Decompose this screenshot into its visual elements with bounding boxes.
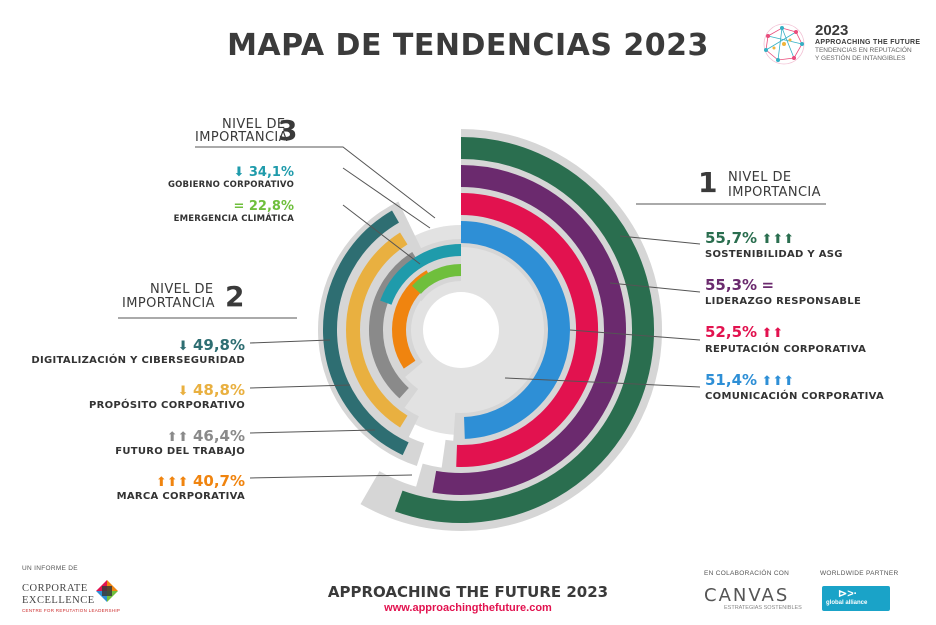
- trend-down-icon: ⬇: [177, 338, 189, 353]
- level2-label-line1: NIVEL DE: [150, 282, 214, 297]
- leader-line: [249, 474, 413, 479]
- trend-up-icon: ⬆⬆: [761, 325, 784, 340]
- org-name-line3: CENTRE FOR REPUTATION LEADERSHIP: [22, 608, 121, 613]
- footer-url-link[interactable]: www.approachingthefuture.com: [384, 602, 552, 614]
- series-value: 22,8%: [248, 199, 294, 214]
- collab-label: EN COLABORACIÓN CON: [704, 570, 790, 577]
- canvas-subtitle: ESTRATEGIAS SOSTENIBLES: [724, 605, 802, 611]
- series-name: REPUTACIÓN CORPORATIVA: [705, 344, 867, 355]
- leader-line: [569, 329, 701, 341]
- series-label-group: ⬆⬆⬆ 40,7%: [80, 472, 245, 491]
- series-value: 51,4%: [705, 371, 758, 389]
- series-name: DIGITALIZACIÓN Y CIBERSEGURIDAD: [31, 355, 245, 366]
- series-name: PROPÓSITO CORPORATIVO: [88, 400, 245, 411]
- leader-line: [342, 167, 431, 229]
- global-alliance-icon: ⊳>·: [838, 588, 858, 600]
- trend-equal-icon: =: [233, 199, 245, 214]
- org-name-line1: CORPORATE: [22, 583, 88, 594]
- footer-title: APPROACHING THE FUTURE 2023: [327, 583, 609, 601]
- leader-line: [249, 384, 351, 389]
- level3-label-line2: IMPORTANCIA: [195, 130, 288, 145]
- brand-name: APPROACHING THE FUTURE: [815, 39, 921, 46]
- series-name: SOSTENIBILIDAD Y ASG: [705, 249, 843, 260]
- series-label-group: ⬇ 34,1%: [180, 163, 294, 181]
- series-name: MARCA CORPORATIVA: [116, 491, 245, 502]
- radial-bar: [432, 165, 626, 495]
- trend-up-icon: ⬆⬆⬆: [761, 373, 795, 388]
- radial-bar: [395, 137, 654, 523]
- series-label-group: 51,4% ⬆⬆⬆: [705, 371, 794, 390]
- series-label-group: ⬇ 48,8%: [80, 381, 245, 400]
- radial-bar: [346, 232, 408, 428]
- series-name: GOBIERNO CORPORATIVO: [167, 180, 294, 190]
- series-name: LIDERAZGO RESPONSABLE: [705, 296, 862, 307]
- trend-up-icon: ⬆⬆: [166, 429, 189, 444]
- brand-subtitle-line1: TENDENCIAS EN REPUTACIÓN: [815, 47, 912, 54]
- trend-down-icon: ⬇: [177, 383, 189, 398]
- leader-line: [609, 282, 701, 293]
- org-name-line2: EXCELLENCE: [22, 595, 95, 606]
- leader-line: [504, 377, 701, 388]
- series-value: 40,7%: [192, 472, 245, 490]
- global-alliance-logo: [822, 586, 890, 611]
- series-name: COMUNICACIÓN CORPORATIVA: [705, 391, 885, 402]
- series-value: 49,8%: [192, 336, 245, 354]
- series-value: 34,1%: [248, 165, 294, 180]
- network-globe-icon: [763, 23, 805, 65]
- series-label-group: 55,3% =: [705, 276, 774, 295]
- trend-up-icon: ⬆⬆⬆: [761, 231, 795, 246]
- series-value: 55,7%: [705, 229, 758, 247]
- radial-bar: [411, 264, 462, 295]
- page-title: MAPA DE TENDENCIAS 2023: [227, 28, 709, 63]
- series-value: 46,4%: [192, 427, 245, 445]
- canvas-logo: CANVAS: [704, 585, 790, 606]
- series-value: 55,3%: [705, 276, 758, 294]
- partner-label: WORLDWIDE PARTNER: [820, 570, 899, 577]
- series-label-group: ⬇ 49,8%: [80, 336, 245, 355]
- chart-center-hole: [423, 292, 499, 368]
- trend-equal-icon: =: [761, 276, 775, 294]
- leader-line: [342, 204, 421, 265]
- series-name: FUTURO DEL TRABAJO: [115, 446, 245, 457]
- series-label-group: 55,7% ⬆⬆⬆: [705, 229, 794, 248]
- level2-label-line2: IMPORTANCIA: [122, 296, 215, 311]
- corporate-excellence-logo-icon: [96, 580, 118, 602]
- series-label-group: = 22,8%: [180, 197, 294, 215]
- leader-line: [249, 429, 376, 434]
- global-alliance-name: global alliance: [826, 600, 868, 606]
- series-name: EMERGENCIA CLIMÁTICA: [173, 214, 294, 224]
- leader-line: [249, 339, 331, 344]
- report-label: UN INFORME DE: [22, 565, 78, 572]
- brand-subtitle-line2: Y GESTIÓN DE INTANGIBLES: [815, 55, 906, 62]
- level2-number: 2: [225, 280, 245, 313]
- trend-up-icon: ⬆⬆⬆: [155, 474, 189, 489]
- radial-bar: [323, 210, 409, 456]
- radial-bar: [460, 221, 570, 439]
- radial-bar: [456, 193, 599, 467]
- trend-down-icon: ⬇: [233, 164, 245, 179]
- leader-line: [619, 235, 701, 245]
- level3-label-line1: NIVEL DE: [222, 117, 286, 132]
- level1-number: 1: [698, 166, 718, 199]
- series-label-group: ⬆⬆ 46,4%: [80, 427, 245, 446]
- series-label-group: 52,5% ⬆⬆: [705, 323, 783, 342]
- level1-label-line2: IMPORTANCIA: [728, 185, 821, 200]
- level3-number: 3: [278, 114, 298, 147]
- brand-year: 2023: [815, 22, 849, 39]
- series-value: 52,5%: [705, 323, 758, 341]
- series-value: 48,8%: [192, 381, 245, 399]
- level1-label-line1: NIVEL DE: [728, 170, 792, 185]
- radial-bar: [380, 244, 462, 305]
- leader-line: [195, 146, 436, 219]
